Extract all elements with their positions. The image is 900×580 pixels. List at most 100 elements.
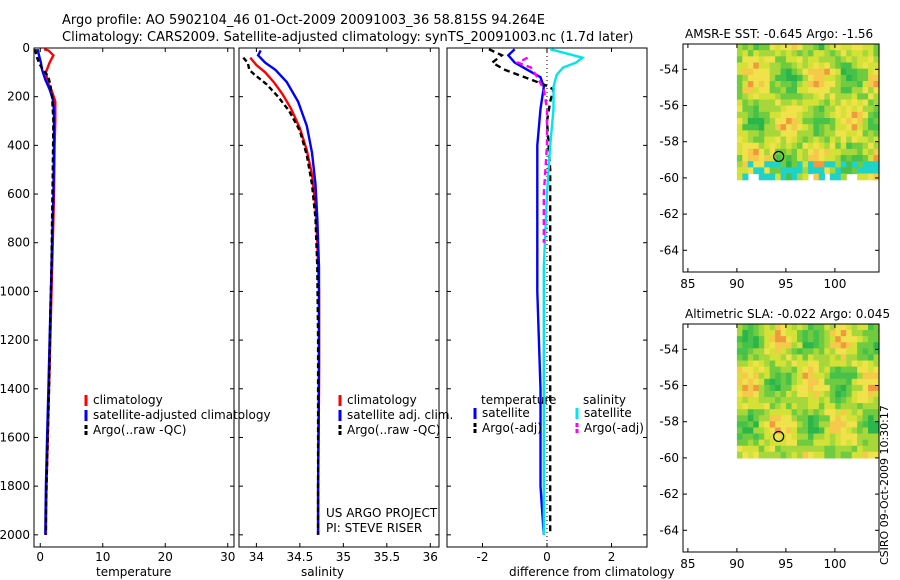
map-cell <box>857 336 864 343</box>
map-cell <box>780 384 787 392</box>
map-cell <box>824 421 831 429</box>
map-cell <box>846 415 853 422</box>
map-cell <box>802 330 809 337</box>
map-cell <box>813 87 820 94</box>
map-cell <box>758 421 765 429</box>
map-cell <box>764 111 771 119</box>
map-cell <box>824 390 831 398</box>
map-cell <box>862 62 869 70</box>
map-cell <box>769 130 776 138</box>
map-cell <box>797 324 804 331</box>
map-cell <box>742 397 749 404</box>
map-cell <box>829 403 836 410</box>
map-cell <box>873 50 880 57</box>
map-cell <box>818 433 825 441</box>
map-cell <box>840 68 847 76</box>
map-cell <box>824 378 831 386</box>
map-cell <box>868 366 875 374</box>
map-cell <box>742 68 749 76</box>
map-cell <box>868 445 875 453</box>
map-cell <box>780 336 787 343</box>
map-cell <box>769 81 776 88</box>
legend-entry-label: satellite-adjusted climatology <box>93 408 271 422</box>
map-cell <box>736 74 743 82</box>
map-cell <box>769 366 776 374</box>
map-cell <box>829 366 836 374</box>
map-cell <box>835 124 842 131</box>
map-cell <box>846 348 853 356</box>
map-cell <box>797 366 804 374</box>
map-cell <box>775 397 782 404</box>
map-cell <box>835 56 842 64</box>
map-cell <box>786 409 793 416</box>
map-cell <box>753 360 760 368</box>
map-cell <box>824 366 831 374</box>
map-cell <box>791 87 798 94</box>
map-cell <box>775 390 782 398</box>
map-cell <box>780 50 787 57</box>
map-cell <box>780 148 787 156</box>
map-cell <box>786 50 793 57</box>
map-cell <box>862 99 869 107</box>
map-cell <box>736 111 743 119</box>
series-line-temperature-satellite <box>506 48 546 535</box>
map-cell <box>846 62 853 70</box>
map-cell <box>857 74 864 82</box>
map-cell <box>813 439 820 447</box>
map-cell <box>862 427 869 435</box>
map-cell <box>747 167 754 175</box>
map-cell <box>807 390 815 398</box>
map-cell <box>829 167 836 175</box>
map-cell <box>851 99 858 107</box>
map-cell <box>764 415 771 422</box>
map-cell <box>868 427 875 435</box>
map-cell <box>868 62 875 70</box>
map-cell <box>758 360 765 368</box>
map-cell <box>791 421 798 429</box>
map-cell <box>786 403 793 410</box>
map-cell <box>753 421 760 429</box>
map-cell <box>857 62 864 70</box>
map-cell <box>786 324 793 331</box>
map-cell <box>840 366 847 374</box>
map-cell <box>786 354 793 362</box>
map-cell <box>775 50 782 57</box>
map-cell <box>742 155 749 162</box>
map-cell <box>736 142 743 150</box>
map-cell <box>758 81 765 88</box>
map-cell <box>758 330 765 337</box>
map-cell <box>764 330 771 337</box>
map-cell <box>818 161 825 168</box>
map-cell <box>846 93 853 101</box>
map-cell <box>840 433 847 441</box>
map-cell <box>802 360 809 368</box>
map-cell <box>818 324 825 331</box>
map-cell <box>846 354 853 362</box>
map-cell <box>797 390 804 398</box>
map-cell <box>780 409 787 416</box>
map-cell <box>802 354 809 362</box>
map-cell <box>758 105 765 113</box>
map-cell <box>840 348 847 356</box>
map-cell <box>736 403 743 410</box>
map-cell <box>829 451 836 459</box>
map-cell <box>797 384 804 392</box>
map-cell <box>775 87 782 94</box>
map-cell <box>775 167 782 175</box>
map-cell <box>780 124 787 131</box>
map-cell <box>758 99 765 107</box>
map-cell <box>851 384 858 392</box>
map-cell <box>742 427 749 435</box>
map-cell <box>862 451 869 459</box>
map-cell <box>862 403 869 410</box>
map-cell <box>780 360 787 368</box>
map-x-tick-label: 95 <box>778 557 793 571</box>
map-cell <box>753 390 760 398</box>
map-cell <box>747 360 754 368</box>
map-cell <box>780 348 787 356</box>
map-cell <box>791 155 798 162</box>
map-cell <box>846 87 853 94</box>
map-cell <box>802 130 809 138</box>
map-cell <box>747 105 754 113</box>
map-cell <box>769 105 776 113</box>
